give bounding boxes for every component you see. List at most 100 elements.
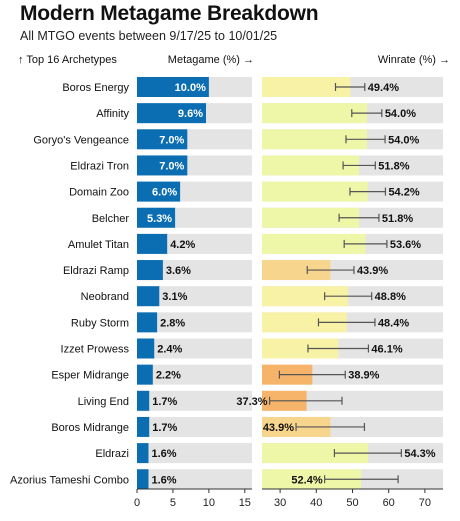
table-row: Ruby Storm 2.8% 48.4% bbox=[71, 312, 443, 333]
chart-subtitle: All MTGO events between 9/17/25 to 10/01… bbox=[20, 29, 278, 43]
archetype-label: Domain Zoo bbox=[69, 187, 129, 199]
metagame-track bbox=[137, 260, 252, 281]
metagame-value-label: 1.6% bbox=[152, 474, 177, 486]
metagame-bar bbox=[137, 312, 158, 333]
winrate-bar bbox=[262, 338, 339, 359]
archetype-label: Izzet Prowess bbox=[61, 344, 130, 356]
table-row: Esper Midrange 2.2% 38.9% bbox=[51, 364, 443, 385]
chart-title: Modern Metagame Breakdown bbox=[20, 2, 319, 25]
winrate-bar bbox=[262, 77, 351, 97]
metagame-track bbox=[137, 390, 252, 411]
table-row: Affinity 9.6% 54.0% bbox=[96, 103, 443, 124]
archetype-label: Boros Energy bbox=[62, 82, 129, 94]
archetype-label: Azorius Tameshi Combo bbox=[10, 474, 129, 486]
winrate-value-label: 51.8% bbox=[382, 213, 413, 225]
archetype-label: Neobrand bbox=[81, 291, 129, 303]
metagame-value-label: 6.0% bbox=[152, 187, 177, 199]
winrate-value-label: 54.2% bbox=[388, 187, 419, 199]
metagame-tick-label: 5 bbox=[170, 497, 176, 509]
metagame-value-label: 1.7% bbox=[152, 396, 177, 408]
metagame-value-label: 1.6% bbox=[152, 448, 177, 460]
archetype-label: Belcher bbox=[92, 213, 130, 225]
winrate-value-label: 37.3% bbox=[236, 396, 267, 408]
winrate-bar bbox=[262, 312, 347, 333]
winrate-value-label: 54.0% bbox=[385, 108, 416, 120]
metagame-track bbox=[137, 286, 252, 307]
metagame-bar bbox=[137, 260, 163, 281]
table-row: Living End 1.7% 37.3% bbox=[78, 390, 443, 411]
winrate-value-label: 43.9% bbox=[263, 422, 294, 434]
winrate-value-label: 52.4% bbox=[291, 474, 322, 486]
metagame-value-label: 9.6% bbox=[178, 108, 203, 120]
table-row: Boros Midrange 1.7% 43.9% bbox=[51, 416, 443, 437]
table-row: Eldrazi Tron 7.0% 51.8% bbox=[70, 155, 443, 176]
metagame-tick-label: 15 bbox=[239, 497, 251, 509]
metagame-bar bbox=[137, 233, 168, 254]
table-row: Eldrazi 1.6% 54.3% bbox=[95, 443, 443, 464]
archetype-label: Eldrazi bbox=[95, 448, 129, 460]
table-row: Neobrand 3.1% 48.8% bbox=[81, 286, 443, 307]
metagame-value-label: 2.2% bbox=[156, 370, 181, 382]
metagame-value-label: 10.0% bbox=[175, 82, 206, 94]
metagame-value-label: 4.2% bbox=[170, 239, 195, 251]
metagame-track bbox=[137, 469, 252, 490]
winrate-header: Winrate (%) → bbox=[378, 54, 450, 66]
metagame-track bbox=[137, 338, 252, 359]
table-row: Belcher 5.3% 51.8% bbox=[92, 207, 443, 228]
winrate-value-label: 49.4% bbox=[368, 82, 399, 94]
table-row: Amulet Titan 4.2% 53.6% bbox=[68, 233, 443, 254]
archetype-label: Eldrazi Ramp bbox=[63, 265, 129, 277]
metagame-track bbox=[137, 443, 252, 464]
archetype-label: Ruby Storm bbox=[71, 317, 129, 329]
archetype-label: Goryo's Vengeance bbox=[33, 134, 129, 146]
winrate-value-label: 48.4% bbox=[378, 317, 409, 329]
metagame-bar bbox=[137, 129, 188, 150]
winrate-tick-label: 30 bbox=[274, 497, 286, 509]
winrate-bar bbox=[262, 129, 367, 150]
table-row: Eldrazi Ramp 3.6% 43.9% bbox=[63, 260, 443, 281]
metagame-value-label: 5.3% bbox=[147, 213, 172, 225]
archetype-label: Esper Midrange bbox=[51, 370, 129, 382]
metagame-track bbox=[137, 364, 252, 385]
winrate-bar bbox=[262, 443, 369, 464]
winrate-value-label: 38.9% bbox=[348, 370, 379, 382]
winrate-tick-label: 70 bbox=[419, 497, 431, 509]
winrate-value-label: 53.6% bbox=[390, 239, 421, 251]
winrate-bar bbox=[262, 286, 349, 307]
winrate-value-label: 54.3% bbox=[404, 448, 435, 460]
metagame-bar bbox=[137, 416, 150, 437]
archetype-label: Eldrazi Tron bbox=[70, 160, 129, 172]
winrate-bar bbox=[262, 155, 360, 176]
metagame-bar bbox=[137, 286, 160, 307]
archetypes-header: ↑ Top 16 Archetypes bbox=[18, 54, 117, 66]
winrate-value-label: 54.0% bbox=[388, 134, 419, 146]
metagame-track bbox=[137, 416, 252, 437]
metagame-bar bbox=[137, 443, 149, 464]
archetype-label: Affinity bbox=[96, 108, 129, 120]
metagame-value-label: 7.0% bbox=[159, 134, 184, 146]
archetype-label: Living End bbox=[78, 396, 129, 408]
winrate-tick-label: 50 bbox=[346, 497, 358, 509]
winrate-tick-label: 60 bbox=[383, 497, 395, 509]
metagame-value-label: 3.1% bbox=[162, 291, 187, 303]
winrate-bar bbox=[262, 260, 331, 281]
metagame-header: Metagame (%) → bbox=[168, 54, 254, 66]
winrate-value-label: 48.8% bbox=[375, 291, 406, 303]
metagame-bar bbox=[137, 390, 150, 411]
metagame-track bbox=[137, 312, 252, 333]
table-row: Azorius Tameshi Combo 1.6% 52.4% bbox=[10, 469, 443, 490]
table-row: Izzet Prowess 2.4% 46.1% bbox=[61, 338, 443, 359]
metagame-bar bbox=[137, 103, 206, 124]
table-row: Domain Zoo 6.0% 54.2% bbox=[69, 181, 443, 202]
metagame-bar bbox=[137, 338, 155, 359]
winrate-bar bbox=[262, 103, 367, 124]
winrate-value-label: 43.9% bbox=[357, 265, 388, 277]
winrate-value-label: 46.1% bbox=[371, 344, 402, 356]
metagame-bar bbox=[137, 77, 209, 97]
winrate-tick-label: 40 bbox=[310, 497, 322, 509]
metagame-bar bbox=[137, 207, 176, 228]
metagame-value-label: 3.6% bbox=[166, 265, 191, 277]
metagame-tick-label: 10 bbox=[203, 497, 215, 509]
metagame-bar bbox=[137, 469, 149, 490]
